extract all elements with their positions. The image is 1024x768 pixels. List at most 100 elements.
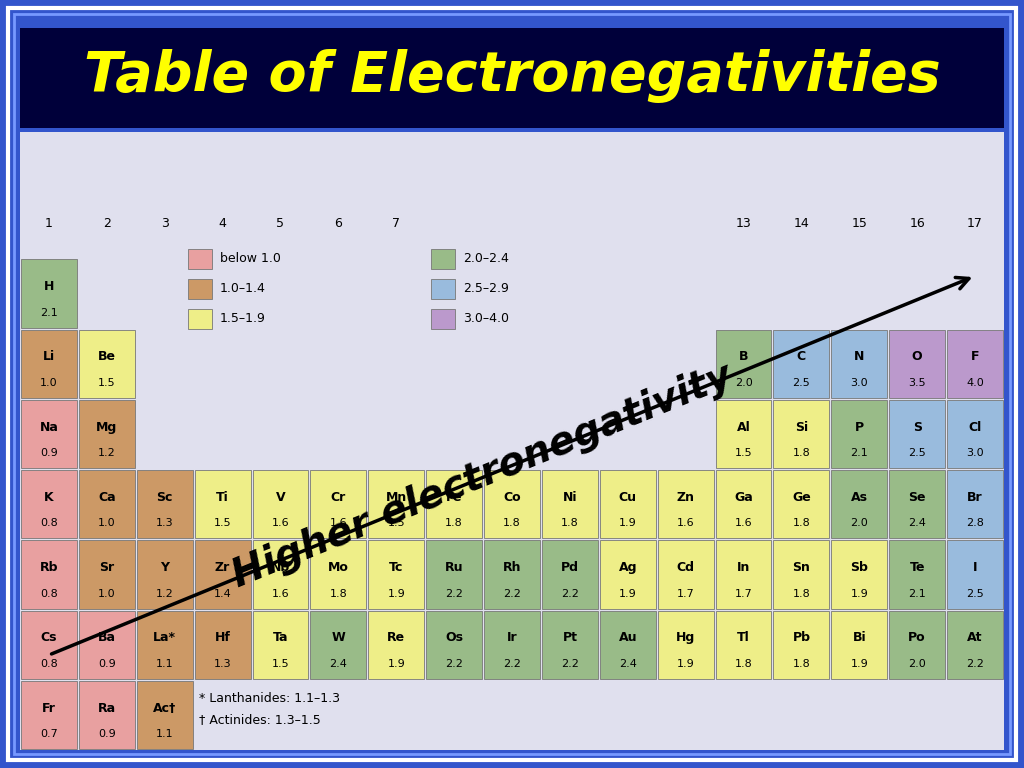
Text: Ra: Ra (97, 701, 116, 714)
Text: Cl: Cl (969, 421, 982, 434)
Text: 2.1: 2.1 (40, 308, 57, 318)
Bar (137, 680, 193, 749)
Text: 3.0: 3.0 (967, 448, 984, 458)
Text: 0.8: 0.8 (40, 659, 57, 669)
Text: Na: Na (40, 421, 58, 434)
Text: 1.8: 1.8 (793, 588, 810, 598)
Text: 2.2: 2.2 (445, 588, 463, 598)
Text: Pb: Pb (793, 631, 810, 644)
Text: 0.7: 0.7 (40, 729, 57, 739)
Text: 1.8: 1.8 (793, 659, 810, 669)
Text: 1.5: 1.5 (214, 518, 231, 528)
Bar (22, 260, 77, 328)
Bar (889, 541, 945, 608)
Text: In: In (737, 561, 751, 574)
Text: 4.0: 4.0 (967, 378, 984, 388)
Text: 0.8: 0.8 (40, 588, 57, 598)
Text: Rb: Rb (40, 561, 58, 574)
Text: 6: 6 (335, 217, 342, 230)
Bar (431, 249, 455, 269)
Text: Os: Os (445, 631, 463, 644)
Bar (773, 611, 829, 679)
Text: 14: 14 (794, 217, 809, 230)
Bar (831, 611, 887, 679)
Text: Mn: Mn (386, 491, 407, 504)
Bar (22, 329, 77, 398)
Text: 1.8: 1.8 (793, 448, 810, 458)
Text: 1.9: 1.9 (387, 659, 406, 669)
Bar (542, 611, 598, 679)
Bar (431, 309, 455, 329)
Text: 2.1: 2.1 (850, 448, 868, 458)
Text: 1.9: 1.9 (618, 518, 637, 528)
Text: Cr: Cr (331, 491, 346, 504)
Bar (716, 541, 771, 608)
Text: Re: Re (387, 631, 406, 644)
Text: Higher electronegativity: Higher electronegativity (226, 356, 737, 594)
Text: Ac†: Ac† (153, 701, 176, 714)
Bar (716, 400, 771, 468)
Bar (657, 611, 714, 679)
Text: C: C (797, 350, 806, 363)
Text: Rh: Rh (503, 561, 521, 574)
Bar (889, 470, 945, 538)
Bar (426, 470, 482, 538)
Text: Li: Li (43, 350, 55, 363)
Text: 3.0–4.0: 3.0–4.0 (463, 313, 509, 326)
Bar (947, 400, 1002, 468)
Bar (484, 470, 540, 538)
Text: 1.8: 1.8 (330, 588, 347, 598)
Bar (657, 470, 714, 538)
Bar (431, 279, 455, 299)
Text: Te: Te (909, 561, 925, 574)
Bar (369, 611, 424, 679)
Bar (79, 541, 135, 608)
Text: Ru: Ru (444, 561, 464, 574)
Text: 1.8: 1.8 (445, 518, 463, 528)
Text: Cd: Cd (677, 561, 694, 574)
Bar (253, 611, 308, 679)
Bar (187, 279, 212, 299)
Text: F: F (971, 350, 979, 363)
Bar (22, 611, 77, 679)
Text: Cu: Cu (618, 491, 637, 504)
Bar (947, 329, 1002, 398)
Text: 3.0: 3.0 (851, 378, 868, 388)
Bar (716, 611, 771, 679)
Text: 1.6: 1.6 (677, 518, 694, 528)
Bar (484, 611, 540, 679)
Text: P: P (855, 421, 864, 434)
Text: 2.2: 2.2 (561, 588, 579, 598)
Text: 2.2: 2.2 (503, 588, 521, 598)
Text: * Lanthanides: 1.1–1.3: * Lanthanides: 1.1–1.3 (200, 691, 340, 704)
Text: 0.8: 0.8 (40, 518, 57, 528)
Text: 3.5: 3.5 (908, 378, 926, 388)
Bar (195, 541, 251, 608)
Text: 0.9: 0.9 (98, 729, 116, 739)
Text: 1.5: 1.5 (387, 518, 406, 528)
Text: Ga: Ga (734, 491, 753, 504)
Text: 1.6: 1.6 (271, 518, 290, 528)
Text: 1.1: 1.1 (156, 659, 173, 669)
Text: 1.0: 1.0 (40, 378, 57, 388)
Text: 15: 15 (851, 217, 867, 230)
Text: 1.2: 1.2 (98, 448, 116, 458)
Text: 2.0: 2.0 (908, 659, 926, 669)
Text: below 1.0: below 1.0 (220, 253, 281, 266)
Text: At: At (968, 631, 983, 644)
Bar (657, 541, 714, 608)
Bar (195, 611, 251, 679)
Text: Zn: Zn (677, 491, 694, 504)
Bar (773, 400, 829, 468)
Text: H: H (44, 280, 54, 293)
Bar (310, 541, 367, 608)
Bar (253, 541, 308, 608)
Text: 2.2: 2.2 (561, 659, 579, 669)
Text: K: K (44, 491, 53, 504)
Text: 1.8: 1.8 (561, 518, 579, 528)
Bar (253, 470, 308, 538)
Text: 1.7: 1.7 (677, 588, 694, 598)
Text: Table of Electronegativities: Table of Electronegativities (84, 49, 940, 103)
Text: B: B (738, 350, 749, 363)
Text: N: N (854, 350, 864, 363)
